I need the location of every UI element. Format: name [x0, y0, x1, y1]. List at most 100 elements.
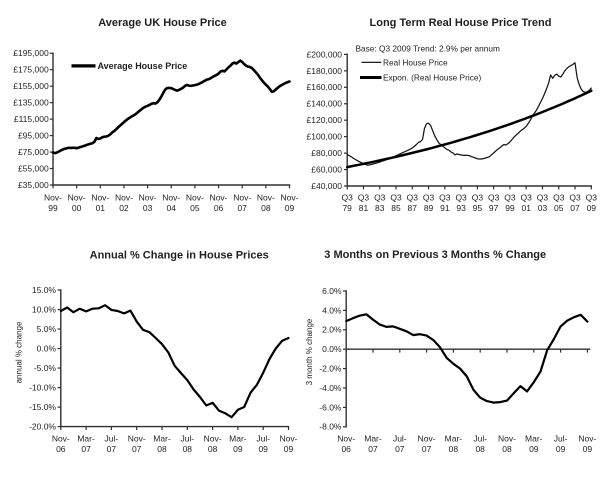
svg-text:Jul-: Jul- — [256, 434, 270, 444]
svg-text:£35,000: £35,000 — [18, 180, 49, 190]
svg-text:83: 83 — [375, 203, 385, 213]
svg-text:85: 85 — [391, 203, 401, 213]
svg-text:£115,000: £115,000 — [14, 114, 49, 124]
svg-text:Mar-: Mar- — [77, 434, 95, 444]
svg-text:£155,000: £155,000 — [13, 81, 49, 91]
svg-text:07: 07 — [368, 444, 378, 454]
svg-text:£80,000: £80,000 — [311, 148, 342, 158]
svg-text:08: 08 — [157, 444, 167, 454]
svg-text:09: 09 — [284, 444, 294, 454]
svg-text:08: 08 — [183, 444, 193, 454]
svg-text:£55,000: £55,000 — [18, 163, 49, 173]
svg-text:annual % change: annual % change — [14, 321, 23, 383]
svg-text:79: 79 — [342, 203, 352, 213]
svg-text:Q3: Q3 — [504, 192, 516, 202]
svg-text:Nov-: Nov- — [91, 192, 109, 202]
svg-text:93: 93 — [456, 203, 466, 213]
svg-text:Average House Price: Average House Price — [98, 61, 188, 71]
svg-text:-5.0%: -5.0% — [34, 363, 57, 373]
svg-text:03: 03 — [538, 203, 548, 213]
svg-text:Q3: Q3 — [537, 192, 549, 202]
svg-text:04: 04 — [167, 203, 177, 213]
svg-text:06: 06 — [341, 444, 351, 454]
svg-text:£40,000: £40,000 — [311, 181, 342, 191]
svg-text:Q3: Q3 — [553, 192, 565, 202]
svg-text:Mar-: Mar- — [153, 434, 171, 444]
svg-text:Annual % Change in House Price: Annual % Change in House Prices — [90, 250, 269, 262]
svg-text:07: 07 — [570, 203, 580, 213]
svg-text:-10.0%: -10.0% — [29, 382, 56, 392]
svg-text:09: 09 — [556, 444, 566, 454]
svg-text:Nov-: Nov- — [257, 192, 275, 202]
svg-text:08: 08 — [208, 444, 218, 454]
svg-text:-20.0%: -20.0% — [29, 422, 56, 432]
svg-text:2.0%: 2.0% — [322, 325, 342, 335]
svg-text:-4.0%: -4.0% — [319, 383, 342, 393]
svg-text:3 month % change: 3 month % change — [305, 318, 314, 385]
svg-text:0.0%: 0.0% — [37, 343, 57, 353]
svg-text:Nov-: Nov- — [498, 434, 516, 444]
svg-text:4.0%: 4.0% — [322, 305, 342, 315]
svg-text:Nov-: Nov- — [280, 434, 298, 444]
svg-text:£120,000: £120,000 — [307, 115, 343, 125]
svg-text:07: 07 — [395, 444, 405, 454]
svg-text:£60,000: £60,000 — [311, 164, 342, 174]
svg-text:05: 05 — [554, 203, 564, 213]
svg-text:89: 89 — [424, 203, 434, 213]
svg-text:Nov-: Nov- — [204, 434, 222, 444]
svg-text:95: 95 — [473, 203, 483, 213]
svg-text:09: 09 — [587, 203, 597, 213]
svg-text:10.0%: 10.0% — [32, 304, 57, 314]
svg-text:Q3: Q3 — [358, 192, 370, 202]
svg-text:07: 07 — [422, 444, 432, 454]
svg-text:£180,000: £180,000 — [307, 66, 343, 76]
svg-text:Average UK House Price: Average UK House Price — [98, 17, 227, 29]
svg-text:Nov-: Nov- — [162, 192, 180, 202]
svg-text:6.0%: 6.0% — [322, 286, 342, 296]
svg-text:81: 81 — [359, 203, 369, 213]
svg-text:Q3: Q3 — [521, 192, 533, 202]
svg-text:06: 06 — [56, 444, 66, 454]
svg-text:£95,000: £95,000 — [18, 130, 49, 140]
svg-text:09: 09 — [233, 444, 243, 454]
svg-text:08: 08 — [475, 444, 485, 454]
svg-text:07: 07 — [81, 444, 91, 454]
svg-text:Q3: Q3 — [423, 192, 435, 202]
svg-text:Nov-: Nov- — [337, 434, 355, 444]
svg-text:Nov-: Nov- — [186, 192, 204, 202]
svg-text:07: 07 — [237, 203, 247, 213]
svg-text:Nov-: Nov- — [44, 192, 62, 202]
svg-text:97: 97 — [489, 203, 499, 213]
svg-text:01: 01 — [521, 203, 531, 213]
svg-text:99: 99 — [48, 203, 58, 213]
svg-text:Jul-: Jul- — [473, 434, 487, 444]
svg-text:Nov-: Nov- — [233, 192, 251, 202]
svg-text:£160,000: £160,000 — [307, 82, 343, 92]
svg-text:£135,000: £135,000 — [13, 98, 49, 108]
svg-text:Q3: Q3 — [342, 192, 354, 202]
svg-text:Q3: Q3 — [407, 192, 419, 202]
svg-text:5.0%: 5.0% — [37, 324, 57, 334]
svg-text:£100,000: £100,000 — [307, 132, 343, 142]
svg-text:£140,000: £140,000 — [307, 99, 343, 109]
svg-text:0.0%: 0.0% — [322, 344, 342, 354]
svg-text:08: 08 — [449, 444, 459, 454]
svg-text:Mar-: Mar- — [364, 434, 382, 444]
svg-text:09: 09 — [583, 444, 593, 454]
svg-text:Q3: Q3 — [488, 192, 500, 202]
svg-text:Nov-: Nov- — [418, 434, 436, 444]
svg-text:07: 07 — [107, 444, 117, 454]
svg-text:Mar-: Mar- — [229, 434, 247, 444]
svg-text:01: 01 — [96, 203, 106, 213]
svg-text:00: 00 — [72, 203, 82, 213]
svg-text:Expon. (Real House Price): Expon. (Real House Price) — [383, 73, 481, 83]
svg-text:15.0%: 15.0% — [32, 285, 57, 295]
svg-text:Nov-: Nov- — [578, 434, 596, 444]
svg-text:Jul-: Jul- — [180, 434, 194, 444]
svg-text:Jul-: Jul- — [393, 434, 407, 444]
svg-text:Real House Price: Real House Price — [383, 57, 448, 67]
svg-text:Nov-: Nov- — [210, 192, 228, 202]
svg-text:06: 06 — [214, 203, 224, 213]
svg-text:09: 09 — [258, 444, 268, 454]
svg-text:99: 99 — [505, 203, 515, 213]
